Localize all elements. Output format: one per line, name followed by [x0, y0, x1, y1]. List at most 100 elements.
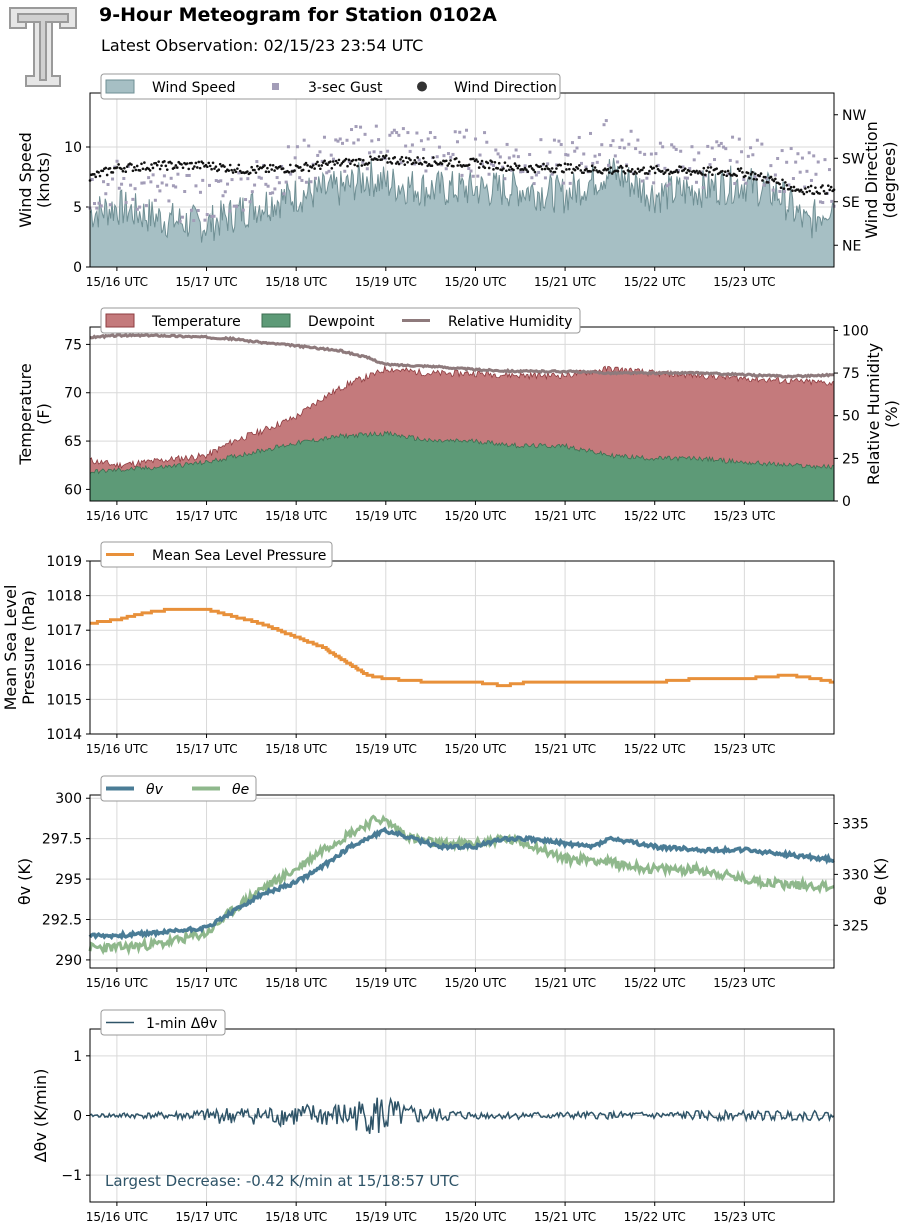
axis-label-line: Temperature [16, 363, 35, 465]
wind-direction-marker [515, 164, 518, 168]
y-tick-label: 5 [73, 200, 82, 216]
x-tick-label: 15/18 UTC [265, 976, 327, 990]
x-tick-label: 15/18 UTC [265, 275, 327, 289]
gust-marker [789, 147, 793, 151]
wind-direction-marker [600, 171, 604, 175]
wind-direction-marker [256, 164, 259, 168]
gust-marker [827, 168, 831, 172]
wind-direction-marker [432, 156, 435, 159]
wind-direction-marker [293, 169, 296, 172]
gust-marker [117, 186, 121, 190]
legend-box [100, 775, 257, 802]
panel-pressure: 15/16 UTC 15/17 UTC 15/18 UTC 15/19 UTC 15/2… [1, 541, 835, 756]
wind-direction-marker [278, 165, 282, 168]
wind-direction-marker [808, 189, 811, 193]
gust-marker [785, 160, 789, 164]
wind-direction-marker [105, 173, 109, 177]
gust-marker [214, 179, 218, 183]
gust-marker [787, 183, 791, 187]
wind-direction-marker [326, 163, 329, 167]
gust-marker [341, 141, 345, 145]
gust-marker [235, 205, 239, 209]
gust-marker [180, 215, 184, 219]
gust-marker [392, 128, 396, 132]
gust-marker [264, 182, 268, 186]
wind-direction-marker [655, 164, 658, 168]
wind-direction-marker [766, 181, 770, 184]
gust-marker [737, 137, 741, 141]
wind-direction-marker [726, 169, 730, 173]
gust-marker [417, 158, 421, 162]
wind-direction-marker [525, 168, 528, 172]
wind-direction-marker [523, 166, 527, 170]
gust-marker [618, 145, 622, 149]
gust-marker [609, 143, 613, 147]
gust-marker [514, 148, 518, 152]
delta-theta-line [89, 1096, 835, 1134]
wind-direction-marker [271, 163, 275, 167]
gust-marker [280, 164, 284, 168]
wind-direction-marker [496, 167, 500, 170]
wind-direction-marker [806, 185, 810, 189]
gust-marker [805, 169, 809, 173]
gust-marker [455, 140, 459, 144]
wind-direction-marker [595, 169, 598, 172]
legend-label: θe [232, 782, 249, 798]
gust-marker [295, 145, 299, 149]
wind-direction-marker [390, 162, 394, 165]
wind-direction-marker [170, 161, 173, 165]
gust-marker [598, 153, 602, 157]
plot-area [90, 795, 834, 968]
y2-tick-label: 330 [842, 867, 869, 883]
plot-frame [89, 1028, 835, 1203]
gust-marker [665, 184, 669, 188]
wind-direction-marker [154, 161, 158, 165]
gust-marker [399, 161, 403, 165]
gust-marker [401, 127, 405, 131]
wind-direction-marker [652, 166, 656, 170]
wind-direction-marker [507, 168, 511, 172]
wind-direction-marker [310, 166, 314, 169]
gust-marker [187, 173, 191, 177]
gust-marker [749, 146, 753, 150]
legend: 1-min Δθv [100, 1009, 226, 1036]
wind-direction-marker [698, 170, 701, 173]
gust-marker [374, 124, 378, 128]
legend-swatch [417, 81, 427, 92]
gust-marker [361, 160, 365, 164]
wind-direction-marker [457, 160, 461, 164]
wind-direction-marker [606, 167, 610, 171]
y-tick-label: 1 [73, 1049, 82, 1065]
wind-direction-marker [108, 166, 112, 170]
gust-marker [316, 153, 320, 157]
gust-marker [221, 194, 225, 198]
x-tick-label: 15/17 UTC [175, 509, 237, 523]
gust-marker [667, 182, 671, 186]
gust-marker [176, 172, 180, 176]
wind-direction-marker [569, 163, 573, 166]
gust-marker [325, 171, 329, 175]
wind-direction-marker [822, 189, 826, 193]
wind-direction-marker [304, 161, 308, 165]
x-tick-label: 15/23 UTC [713, 275, 775, 289]
wind-direction-marker [339, 164, 342, 167]
wind-direction-marker [353, 163, 356, 167]
gust-marker [104, 192, 108, 196]
panel-wind: 15/16 UTC 15/17 UTC 15/18 UTC 15/19 UTC 15/2… [16, 73, 899, 289]
y2-tick-label: 335 [842, 816, 869, 832]
wind-direction-marker [340, 162, 344, 165]
wind-direction-marker [695, 169, 698, 173]
gust-marker [111, 177, 115, 181]
gust-marker [755, 138, 759, 142]
wind-direction-marker [430, 164, 434, 168]
wind-direction-marker [689, 173, 693, 176]
wind-direction-marker [150, 163, 153, 166]
gust-marker [194, 184, 198, 188]
gust-marker [327, 169, 331, 173]
y-tick-label: 290 [55, 953, 82, 969]
x-tick-label: 15/21 UTC [534, 1210, 596, 1224]
gust-marker [733, 182, 737, 186]
wind-direction-marker [502, 167, 505, 170]
wind-direction-marker [359, 158, 362, 161]
gust-marker [537, 170, 541, 174]
